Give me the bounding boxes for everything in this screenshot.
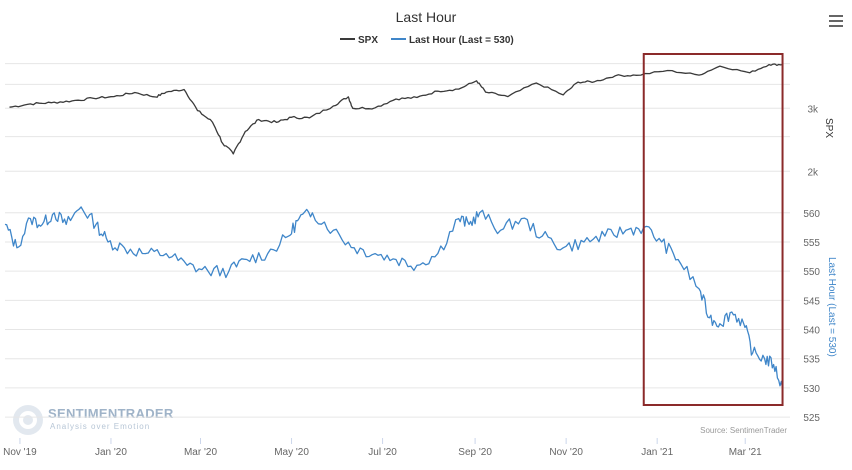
last-hour-axis-title: Last Hour (Last = 530) <box>826 257 837 357</box>
last-hour-tick-label: 525 <box>803 413 820 424</box>
last-hour-tick-label: 555 <box>803 238 820 249</box>
legend-item-last-hour[interactable]: Last Hour (Last = 530) <box>391 35 514 46</box>
x-tick-label: Mar '21 <box>729 447 762 458</box>
spx-tick-label: 2k <box>807 167 819 178</box>
highlight-box <box>642 53 784 406</box>
watermark-brand: SENTIMENTRADER <box>48 406 174 421</box>
last-hour-tick-label: 530 <box>803 384 820 395</box>
spx-axis: 2k 3k <box>807 104 819 178</box>
x-tick-label: Sep '20 <box>458 447 492 458</box>
last-hour-tick-label: 540 <box>803 326 820 337</box>
x-tick-label: May '20 <box>274 447 309 458</box>
last-hour-tick-label: 535 <box>803 355 820 366</box>
spx-series-line <box>9 63 783 155</box>
last-hour-series-line <box>4 206 784 389</box>
x-tick-label: Jan '20 <box>95 447 127 458</box>
x-tick-label: Nov '19 <box>3 447 37 458</box>
source-credit: Source: SentimenTrader <box>700 426 787 435</box>
last-hour-tick-label: 550 <box>803 267 820 278</box>
x-tick-label: Jul '20 <box>368 447 397 458</box>
legend-label-spx: SPX <box>358 35 378 46</box>
last-hour-axis: 525 530 535 540 545 550 555 560 <box>803 209 820 424</box>
x-tick-label: Jan '21 <box>641 447 673 458</box>
spx-axis-title: SPX <box>823 118 834 138</box>
legend-label-last-hour: Last Hour (Last = 530) <box>409 35 514 46</box>
last-hour-tick-label: 545 <box>803 296 820 307</box>
chart-title: Last Hour <box>396 9 457 25</box>
x-tick-label: Nov '20 <box>549 447 583 458</box>
legend[interactable]: SPX Last Hour (Last = 530) <box>340 35 514 46</box>
watermark-tagline: Analysis over Emotion <box>50 422 150 431</box>
hamburger-menu-icon[interactable] <box>829 15 843 27</box>
spx-grid <box>5 63 790 172</box>
x-tick-label: Mar '20 <box>184 447 217 458</box>
last-hour-tick-label: 560 <box>803 209 820 220</box>
spx-tick-label: 3k <box>807 104 819 115</box>
legend-item-spx[interactable]: SPX <box>340 35 378 46</box>
watermark-logo-icon <box>13 405 43 435</box>
x-axis: Nov '19 Jan '20 Mar '20 May '20 Jul '20 Sep '… <box>3 438 762 458</box>
last-hour-grid <box>5 212 790 418</box>
sentimentrader-watermark: SENTIMENTRADER Analysis over Emotion <box>13 405 174 435</box>
